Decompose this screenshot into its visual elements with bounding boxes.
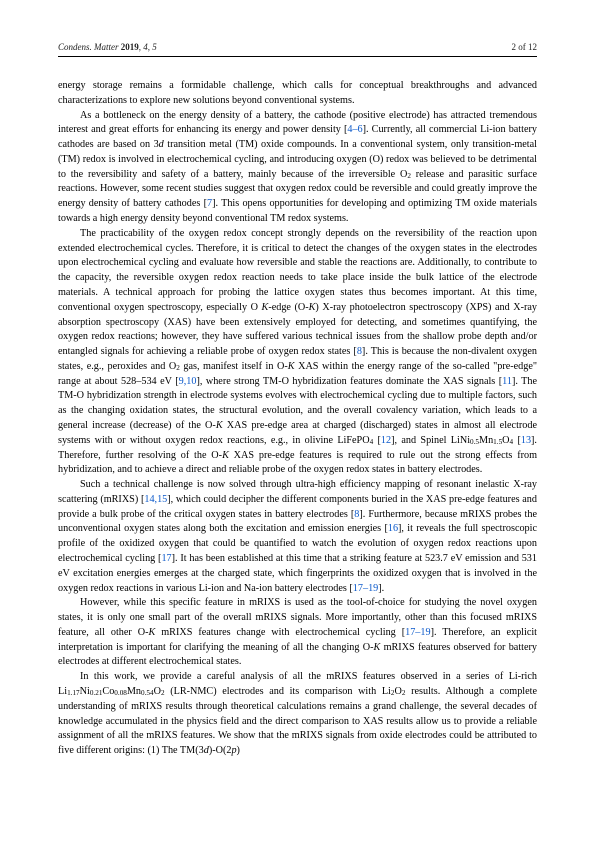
journal-issue: , 4, 5	[139, 42, 157, 52]
running-head-left: Condens. Matter 2019, 4, 5	[58, 42, 157, 52]
p5b: mRIXS features change with electrochemic…	[155, 627, 405, 638]
p3m: O	[502, 435, 509, 446]
p1-text: energy storage remains a formidable chal…	[58, 80, 537, 106]
para-5: However, while this specific feature in …	[58, 596, 537, 670]
p6d: Mn	[127, 686, 141, 697]
para-3: The practicability of the oxygen redox c…	[58, 227, 537, 478]
cite-12[interactable]: 12	[381, 435, 391, 446]
cite-11[interactable]: 11	[502, 376, 512, 387]
p3b: -edge (O-	[268, 302, 308, 313]
sub-ni05: 0.5	[470, 438, 479, 446]
p3g: ], where strong TM-O hybridization featu…	[196, 376, 502, 387]
p6c: Co	[102, 686, 114, 697]
running-head: Condens. Matter 2019, 4, 5 2 of 12	[58, 42, 537, 52]
p3n: [	[513, 435, 521, 446]
page-number: 2 of 12	[512, 42, 538, 52]
ital-K4: K	[216, 420, 223, 431]
para-6: In this work, we provide a careful analy…	[58, 670, 537, 759]
cite-13[interactable]: 13	[521, 435, 531, 446]
cite-9-10[interactable]: 9,10	[179, 376, 197, 387]
sub-mn15: 1.5	[493, 438, 502, 446]
p6i: )-O(2	[209, 745, 232, 756]
sub-mn054: 0.54	[141, 689, 154, 697]
para-2: As a bottleneck on the energy density of…	[58, 109, 537, 227]
cite-4-6[interactable]: 4–6	[347, 124, 362, 135]
p6f: (LR-NMC) electrodes and its comparison w…	[165, 686, 391, 697]
p3e: gas, manifest itself in O-	[180, 361, 288, 372]
p3k: ], and Spinel LiNi	[391, 435, 470, 446]
p6j: )	[237, 745, 240, 756]
journal-name: Condens. Matter	[58, 42, 119, 52]
p6e: O	[154, 686, 161, 697]
sub-li117: 1.17	[67, 689, 80, 697]
cite-17a[interactable]: 17	[161, 553, 171, 564]
sub-ni021: 0.21	[90, 689, 103, 697]
cite-17-19a[interactable]: 17–19	[353, 583, 378, 594]
p6b: Ni	[80, 686, 90, 697]
header-rule	[58, 56, 537, 57]
cite-17-19b[interactable]: 17–19	[405, 627, 430, 638]
p4f: ].	[378, 583, 384, 594]
para-4: Such a technical challenge is now solved…	[58, 478, 537, 596]
p3a: The practicability of the oxygen redox c…	[58, 228, 537, 313]
p6g: O	[394, 686, 401, 697]
ital-K5: K	[222, 450, 229, 461]
cite-16[interactable]: 16	[388, 523, 398, 534]
page-root: Condens. Matter 2019, 4, 5 2 of 12 energ…	[0, 0, 595, 842]
p3j: [	[373, 435, 381, 446]
para-1: energy storage remains a formidable chal…	[58, 79, 537, 109]
ital-K3: K	[288, 361, 295, 372]
journal-year: 2019	[121, 42, 139, 52]
sub-co008: 0.08	[114, 689, 127, 697]
p3l: Mn	[479, 435, 493, 446]
cite-14-15[interactable]: 14,15	[144, 494, 167, 505]
